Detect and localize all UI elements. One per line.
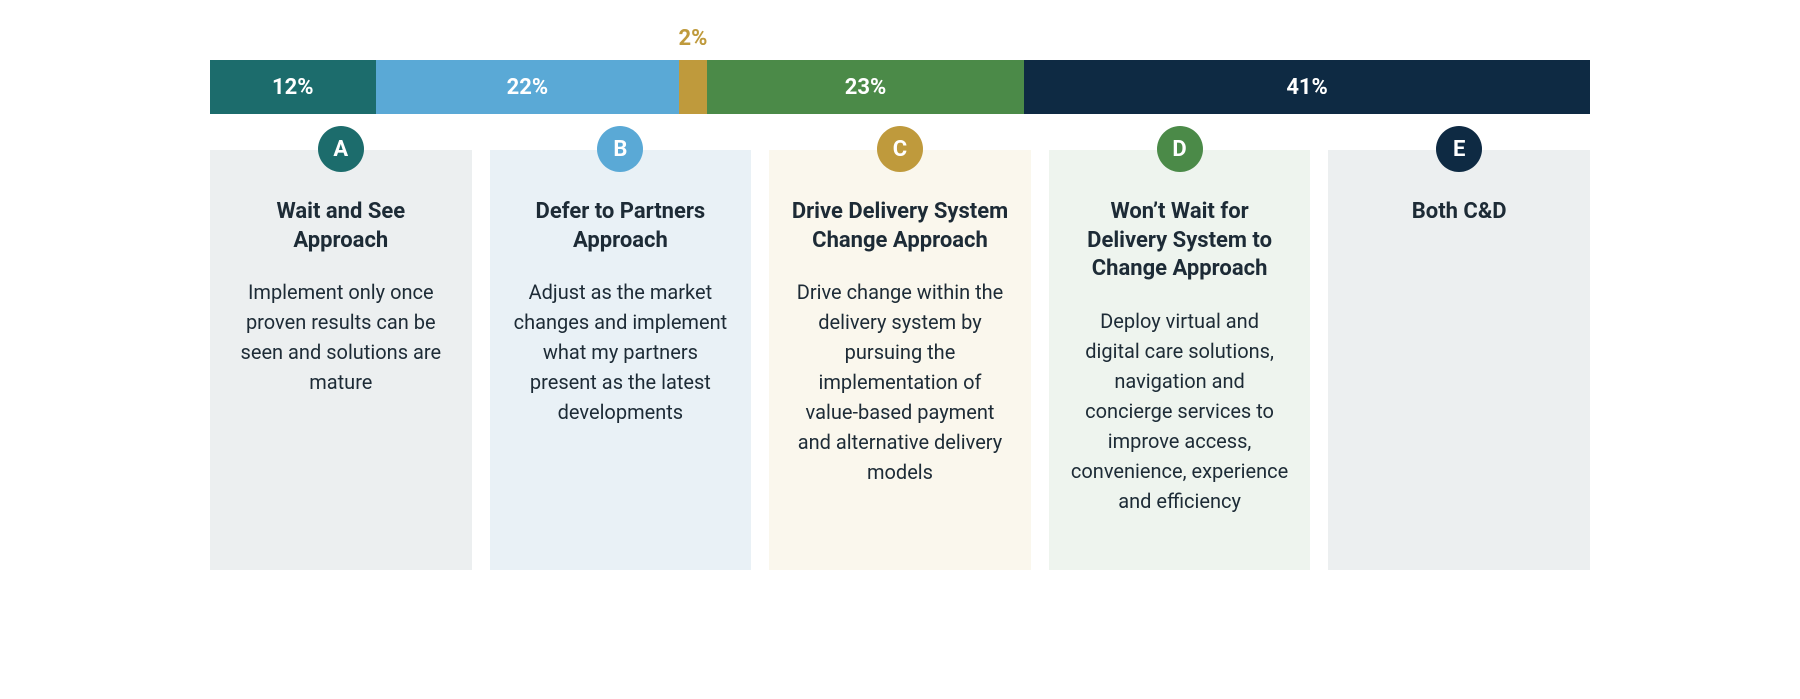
- card-title: Both C&D: [1350, 198, 1568, 227]
- approach-card: EBoth C&D: [1328, 150, 1590, 570]
- bar-segment: [679, 60, 707, 114]
- card-body: Drive change within the delivery system …: [791, 277, 1009, 487]
- card-badge: A: [318, 126, 364, 172]
- card-badge: D: [1157, 126, 1203, 172]
- approach-card: AWait and See ApproachImplement only onc…: [210, 150, 472, 570]
- bar-segment: 41%: [1024, 60, 1590, 114]
- bar-segment: 23%: [707, 60, 1024, 114]
- bar-segment-label: 22%: [507, 75, 549, 100]
- card-body: Implement only once proven results can b…: [232, 277, 450, 397]
- card-title: Won’t Wait for Delivery System to Change…: [1071, 198, 1289, 284]
- card-title: Drive Delivery System Change Approach: [791, 198, 1009, 255]
- bar-segment-label: 41%: [1286, 75, 1328, 100]
- bar-segment: 22%: [376, 60, 680, 114]
- bar-segment-label: 23%: [845, 75, 887, 100]
- bar-segment-label: 12%: [272, 75, 314, 100]
- card-title: Defer to Partners Approach: [512, 198, 730, 255]
- stacked-bar: 12% 22% 23% 41%: [210, 60, 1590, 114]
- card-badge: E: [1436, 126, 1482, 172]
- card-badge: B: [597, 126, 643, 172]
- card-title: Wait and See Approach: [232, 198, 450, 255]
- card-badge: C: [877, 126, 923, 172]
- bar-segment: 12%: [210, 60, 376, 114]
- infographic-container: 2%12%22%23%41% AWait and See ApproachImp…: [210, 60, 1590, 570]
- approach-card: BDefer to Partners ApproachAdjust as the…: [490, 150, 752, 570]
- approach-card: DWon’t Wait for Delivery System to Chang…: [1049, 150, 1311, 570]
- approach-card: CDrive Delivery System Change ApproachDr…: [769, 150, 1031, 570]
- card-body: Adjust as the market changes and impleme…: [512, 277, 730, 427]
- approach-cards-row: AWait and See ApproachImplement only onc…: [210, 150, 1590, 570]
- bar-callout-label: 2%: [679, 26, 708, 51]
- card-body: Deploy virtual and digital care solution…: [1071, 306, 1289, 516]
